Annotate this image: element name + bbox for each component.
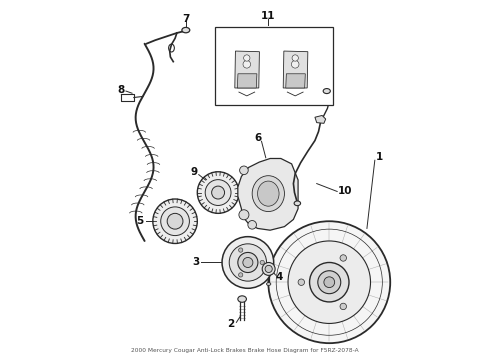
Circle shape [167,213,183,229]
Circle shape [161,207,190,235]
Ellipse shape [323,89,330,94]
Circle shape [238,252,258,273]
Text: 2000 Mercury Cougar Anti-Lock Brakes Brake Hose Diagram for F5RZ-2078-A: 2000 Mercury Cougar Anti-Lock Brakes Bra… [131,348,359,353]
Circle shape [310,262,349,302]
Circle shape [298,279,304,285]
Text: 11: 11 [261,11,275,21]
Circle shape [248,221,256,229]
Text: 5: 5 [137,216,144,225]
Text: 10: 10 [338,186,352,196]
Circle shape [153,199,197,243]
Ellipse shape [252,176,285,212]
Ellipse shape [258,181,279,206]
Circle shape [244,55,250,61]
Circle shape [288,241,370,323]
Circle shape [229,244,267,281]
Text: 8: 8 [118,85,125,95]
Circle shape [243,257,253,267]
Ellipse shape [238,296,246,302]
Ellipse shape [182,27,190,33]
Polygon shape [235,51,259,88]
Polygon shape [237,74,257,88]
Circle shape [292,60,299,68]
Circle shape [197,172,239,213]
Circle shape [340,255,346,261]
Text: 6: 6 [255,133,262,143]
Circle shape [239,210,249,220]
Circle shape [205,180,231,206]
Circle shape [340,303,346,310]
Circle shape [265,265,272,273]
Circle shape [240,166,248,175]
Circle shape [269,221,390,343]
Ellipse shape [294,201,300,206]
FancyBboxPatch shape [215,27,333,105]
Text: 4: 4 [276,272,283,282]
Circle shape [260,260,265,265]
Text: 3: 3 [192,257,199,267]
Circle shape [239,248,243,252]
Circle shape [243,60,250,68]
Polygon shape [286,74,305,88]
Text: 2: 2 [227,319,234,329]
Circle shape [324,277,335,288]
Circle shape [262,262,275,275]
Circle shape [292,55,298,61]
Text: 1: 1 [376,152,383,162]
Polygon shape [315,116,326,123]
Polygon shape [283,51,308,88]
Circle shape [318,271,341,294]
Circle shape [239,273,243,277]
Circle shape [212,186,224,199]
Text: 7: 7 [182,14,190,24]
Text: 9: 9 [191,167,197,177]
Ellipse shape [267,283,271,285]
Circle shape [222,237,274,288]
Polygon shape [238,158,298,230]
